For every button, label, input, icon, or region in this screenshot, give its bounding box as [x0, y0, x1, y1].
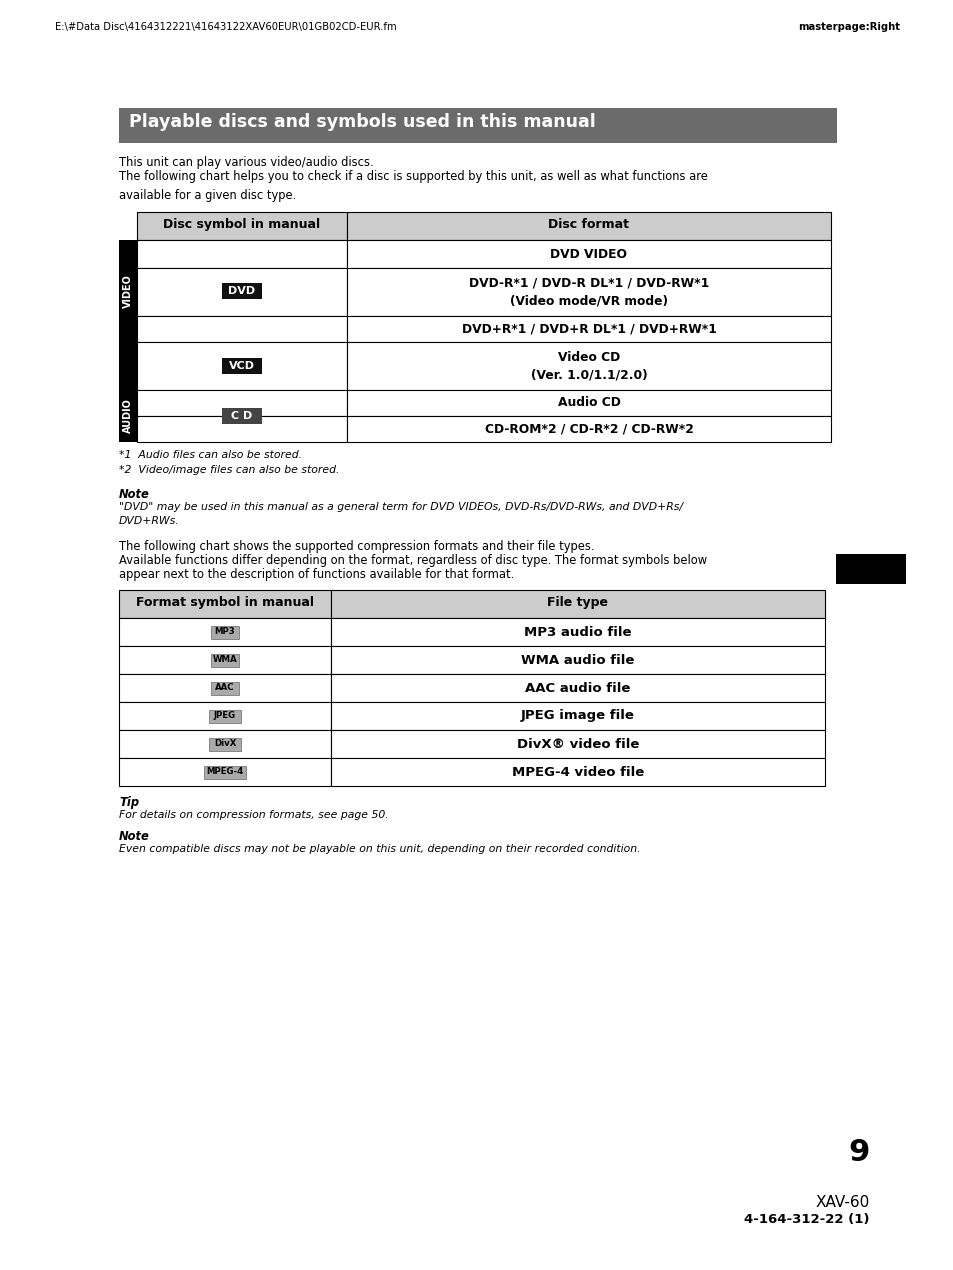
Bar: [347, 316, 830, 342]
Text: AUDIO: AUDIO: [123, 399, 132, 433]
Text: Disc format: Disc format: [548, 218, 629, 231]
Bar: [119, 758, 331, 786]
Bar: [137, 212, 347, 240]
Text: Video CD
(Ver. 1.0/1.1/2.0): Video CD (Ver. 1.0/1.1/2.0): [530, 351, 647, 381]
Bar: [331, 730, 824, 758]
Bar: [119, 618, 331, 646]
Bar: [209, 738, 241, 751]
Text: DVD VIDEO: DVD VIDEO: [550, 248, 627, 260]
Bar: [347, 240, 830, 268]
Text: MP3: MP3: [214, 627, 235, 636]
Bar: [331, 618, 824, 646]
Bar: [137, 342, 347, 390]
Bar: [331, 702, 824, 730]
Bar: [119, 591, 331, 618]
Text: AAC audio file: AAC audio file: [525, 682, 630, 695]
Text: Note: Note: [119, 488, 150, 500]
Bar: [835, 554, 905, 584]
Text: JPEG image file: JPEG image file: [520, 710, 635, 723]
Bar: [119, 390, 137, 442]
Text: C D: C D: [232, 411, 253, 420]
Bar: [222, 408, 262, 424]
Text: JPEG: JPEG: [213, 711, 235, 720]
Text: Tip: Tip: [119, 796, 139, 809]
Bar: [347, 342, 830, 390]
Bar: [119, 730, 331, 758]
Bar: [137, 390, 347, 417]
Text: File type: File type: [547, 596, 608, 610]
Text: MP3 audio file: MP3 audio file: [524, 626, 631, 639]
Text: 4-164-312-22 (1): 4-164-312-22 (1): [743, 1213, 869, 1226]
Text: WMA: WMA: [213, 655, 237, 664]
Bar: [119, 108, 836, 144]
Text: MPEG-4: MPEG-4: [206, 767, 243, 776]
Text: VCD: VCD: [229, 361, 254, 371]
Bar: [119, 342, 137, 390]
Bar: [119, 702, 331, 730]
Bar: [331, 758, 824, 786]
Bar: [211, 682, 239, 695]
Text: WMA audio file: WMA audio file: [520, 654, 634, 667]
Text: "DVD" may be used in this manual as a general term for DVD VIDEOs, DVD-Rs/DVD-RW: "DVD" may be used in this manual as a ge…: [119, 502, 682, 526]
Text: DivX® video file: DivX® video file: [517, 738, 639, 751]
Text: appear next to the description of functions available for that format.: appear next to the description of functi…: [119, 568, 514, 580]
Text: Available functions differ depending on the format, regardless of disc type. The: Available functions differ depending on …: [119, 554, 706, 566]
Text: MPEG-4 video file: MPEG-4 video file: [512, 766, 643, 779]
Text: Disc symbol in manual: Disc symbol in manual: [163, 218, 320, 231]
Text: This unit can play various video/audio discs.: This unit can play various video/audio d…: [119, 156, 374, 169]
Bar: [209, 710, 241, 723]
Text: *1  Audio files can also be stored.: *1 Audio files can also be stored.: [119, 450, 302, 460]
Bar: [331, 591, 824, 618]
Bar: [331, 646, 824, 674]
Text: CD-ROM*2 / CD-R*2 / CD-RW*2: CD-ROM*2 / CD-R*2 / CD-RW*2: [484, 423, 693, 436]
Text: The following chart helps you to check if a disc is supported by this unit, as w: The following chart helps you to check i…: [119, 170, 707, 202]
Text: DVD: DVD: [228, 286, 255, 296]
Bar: [119, 646, 331, 674]
Text: 9: 9: [848, 1138, 869, 1167]
Text: For details on compression formats, see page 50.: For details on compression formats, see …: [119, 810, 388, 820]
Text: XAV-60: XAV-60: [815, 1195, 869, 1210]
Text: Even compatible discs may not be playable on this unit, depending on their recor: Even compatible discs may not be playabl…: [119, 845, 640, 853]
Text: Audio CD: Audio CD: [557, 396, 619, 409]
Text: DivX: DivX: [213, 739, 236, 748]
Bar: [222, 283, 262, 298]
Text: *2  Video/image files can also be stored.: *2 Video/image files can also be stored.: [119, 465, 339, 475]
Text: Note: Note: [119, 831, 150, 843]
Bar: [137, 240, 347, 268]
Bar: [137, 417, 347, 442]
Text: VIDEO: VIDEO: [123, 274, 132, 307]
Bar: [347, 417, 830, 442]
Bar: [211, 654, 239, 667]
Text: AAC: AAC: [215, 683, 234, 692]
Bar: [347, 268, 830, 316]
Bar: [119, 240, 137, 342]
Text: DVD-R*1 / DVD-R DL*1 / DVD-RW*1
(Video mode/VR mode): DVD-R*1 / DVD-R DL*1 / DVD-RW*1 (Video m…: [468, 277, 708, 307]
Text: DVD+R*1 / DVD+R DL*1 / DVD+RW*1: DVD+R*1 / DVD+R DL*1 / DVD+RW*1: [461, 323, 716, 335]
Text: The following chart shows the supported compression formats and their file types: The following chart shows the supported …: [119, 540, 594, 552]
Bar: [331, 674, 824, 702]
Bar: [137, 316, 347, 342]
Text: Format symbol in manual: Format symbol in manual: [136, 596, 314, 610]
Bar: [119, 674, 331, 702]
Bar: [347, 212, 830, 240]
Bar: [347, 390, 830, 417]
Text: E:\#Data Disc\4164312221\41643122XAV60EUR\01GB02CD-EUR.fm: E:\#Data Disc\4164312221\41643122XAV60EU…: [55, 22, 396, 32]
Text: Playable discs and symbols used in this manual: Playable discs and symbols used in this …: [129, 113, 595, 131]
Bar: [222, 358, 262, 373]
Bar: [137, 268, 347, 316]
Text: masterpage:Right: masterpage:Right: [797, 22, 899, 32]
Bar: [211, 626, 239, 639]
Bar: [204, 766, 246, 779]
